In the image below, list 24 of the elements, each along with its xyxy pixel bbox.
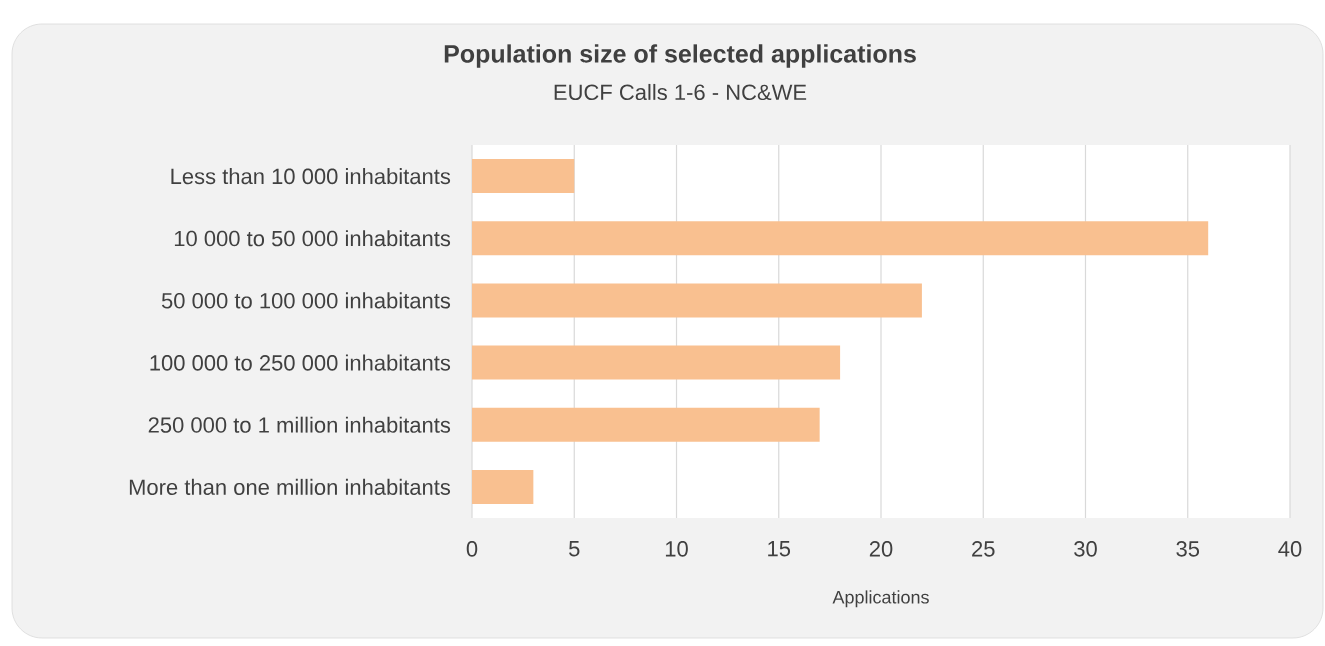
x-tick-label: 5 xyxy=(569,541,580,557)
bar xyxy=(472,407,820,442)
bar xyxy=(472,221,1209,256)
x-tick-label: 40 xyxy=(1278,541,1302,557)
x-tick-label: 30 xyxy=(1074,541,1097,557)
y-tick-label: 50 000 to 100 000 inhabitants xyxy=(161,292,451,309)
chart-title: Population size of selected applications xyxy=(444,44,916,68)
y-tick-label: More than one million inhabitants xyxy=(129,478,451,495)
y-tick-label: 100 000 to 250 000 inhabitants xyxy=(150,354,451,371)
bar xyxy=(472,345,841,380)
x-tick-label: 10 xyxy=(665,541,688,557)
x-tick-label: 0 xyxy=(466,541,478,557)
x-tick-label: 15 xyxy=(768,541,791,557)
y-tick-label: Less than 10 000 inhabitants xyxy=(171,168,451,185)
y-tick-label: 250 000 to 1 million inhabitants xyxy=(148,416,451,433)
chart-subtitle: EUCF Calls 1-6 - NC&WE xyxy=(554,83,807,101)
bar xyxy=(472,469,534,504)
x-tick-label: 25 xyxy=(972,541,995,557)
x-tick-label: 20 xyxy=(869,541,893,557)
bar xyxy=(472,283,922,318)
x-tick-label: 35 xyxy=(1176,541,1200,557)
bar xyxy=(472,159,575,194)
y-tick-label: 10 000 to 50 000 inhabitants xyxy=(174,230,451,247)
x-axis-title: Applications xyxy=(832,590,929,608)
